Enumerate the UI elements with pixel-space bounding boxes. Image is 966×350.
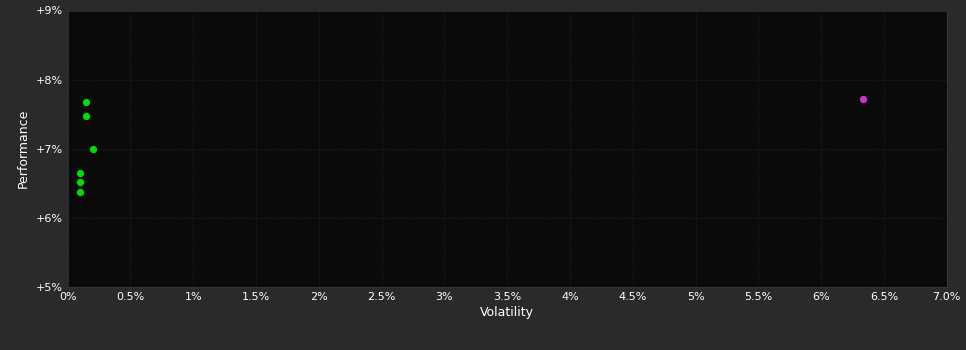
- Point: [72, 189, 88, 194]
- Point: [855, 96, 870, 102]
- Point: [72, 170, 88, 176]
- X-axis label: Volatility: Volatility: [480, 306, 534, 319]
- Point: [85, 146, 100, 152]
- Y-axis label: Performance: Performance: [17, 109, 30, 188]
- Point: [78, 113, 95, 118]
- Point: [78, 99, 95, 105]
- Point: [72, 179, 88, 185]
